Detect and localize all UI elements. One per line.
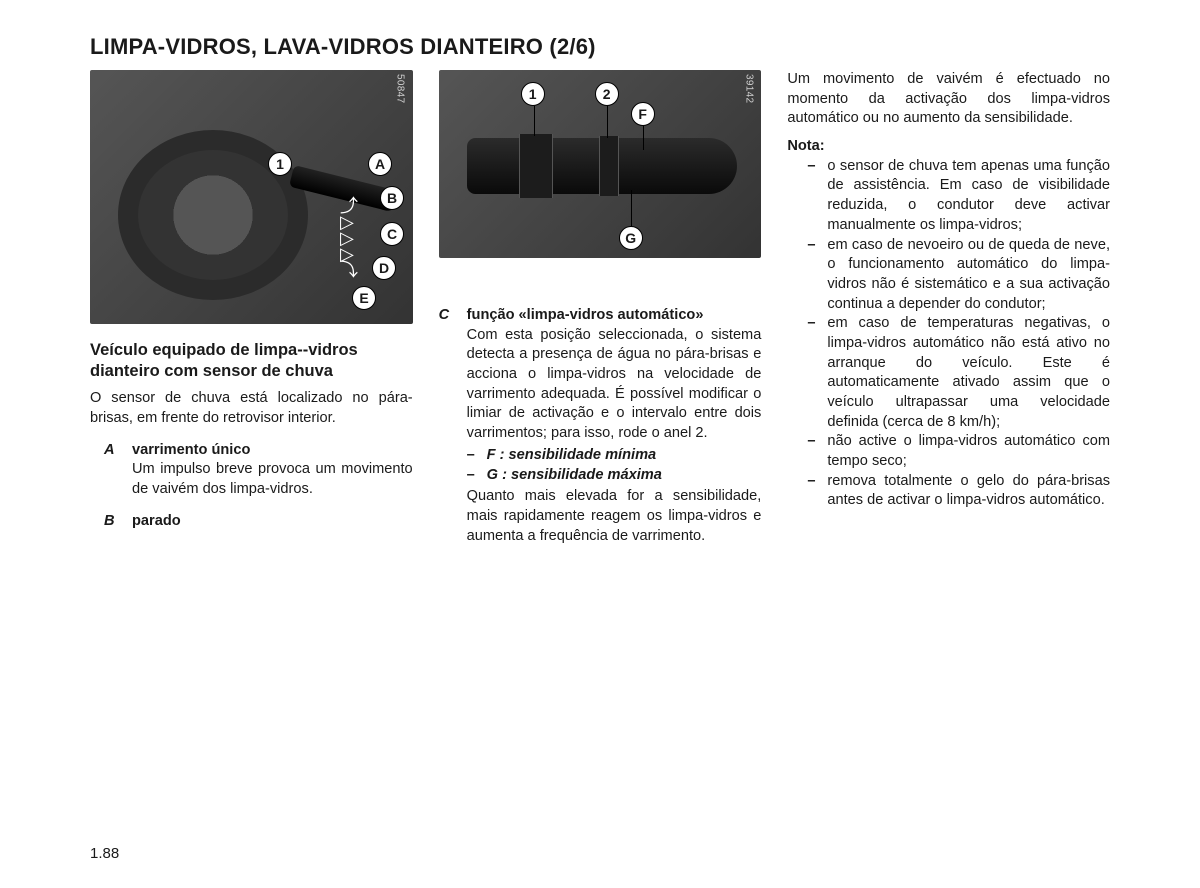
note-item: –não active o limpa-vidros automático co… — [807, 432, 1110, 471]
figure-number: 50847 — [393, 74, 407, 103]
page: LIMPA-VIDROS, LAVA-VIDROS DIANTEIRO (2/6… — [0, 0, 1200, 888]
lead-line — [631, 190, 633, 226]
callout-G: G — [619, 226, 643, 250]
item-C-letter: C — [439, 306, 457, 546]
page-number: 1.88 — [90, 828, 413, 864]
note-item: –remova totalmente o gelo do pára-brisas… — [807, 472, 1110, 511]
note-item: –o sensor de chuva tem apenas uma função… — [807, 157, 1110, 236]
col1-intro: O sensor de chuva está localizado no pár… — [90, 389, 413, 428]
callout-2: 2 — [595, 82, 619, 106]
lead-line — [607, 106, 609, 138]
item-A: A varrimento único Um impulso breve prov… — [90, 441, 413, 500]
figure-steering-wheel: 50847 ⤴▷▷▷⤵ 1 A B C D E — [90, 70, 413, 324]
stalk-arrows: ⤴▷▷▷⤵ — [340, 198, 358, 278]
item-C: C função «limpa-vidros automático» Com e… — [439, 306, 762, 546]
callout-C: C — [380, 222, 404, 246]
columns: 50847 ⤴▷▷▷⤵ 1 A B C D E Veículo equipado… — [90, 70, 1110, 864]
note-list: –o sensor de chuva tem apenas uma função… — [787, 157, 1110, 511]
item-C-tail: Quanto mais elevada for a sensibilidade,… — [467, 487, 762, 546]
item-B-head: parado — [132, 512, 413, 532]
callout-A: A — [368, 152, 392, 176]
item-A-head: varrimento único — [132, 441, 413, 461]
col3-intro: Um movimento de vaivém é efectuado no mo… — [787, 70, 1110, 129]
item-C-head: função «limpa-vidros automático» — [467, 306, 762, 326]
item-A-body: Um impulso breve provoca um movimento de… — [132, 460, 413, 499]
item-B: B parado — [90, 512, 413, 532]
note-label: Nota: — [787, 137, 1110, 157]
column-3: Um movimento de vaivém é efectuado no mo… — [787, 70, 1110, 864]
figure-stalk-closeup: 39142 1 2 F G — [439, 70, 762, 258]
item-F-text: F : sensibilidade mínima — [487, 447, 657, 463]
item-B-letter: B — [104, 512, 122, 532]
callout-1: 1 — [521, 82, 545, 106]
item-F: – F : sensibilidade mínima — [467, 446, 762, 466]
callout-F: F — [631, 102, 655, 126]
stalk-ring-1 — [519, 134, 553, 198]
lead-line — [534, 106, 536, 136]
col1-subhead: Veículo equipado de limpa--vidros diante… — [90, 340, 413, 381]
callout-D: D — [372, 256, 396, 280]
stalk-ring-2 — [599, 136, 619, 196]
item-G-text: G : sensibilidade máxima — [487, 467, 662, 483]
column-1: 50847 ⤴▷▷▷⤵ 1 A B C D E Veículo equipado… — [90, 70, 413, 864]
callout-B: B — [380, 186, 404, 210]
lead-line — [643, 126, 645, 150]
note-item: –em caso de nevoeiro ou de queda de neve… — [807, 236, 1110, 315]
callout-E: E — [352, 286, 376, 310]
figure-number: 39142 — [742, 74, 756, 103]
item-C-body: Com esta posição seleccionada, o sistema… — [467, 326, 762, 444]
note-item: –em caso de temperaturas negativas, o li… — [807, 314, 1110, 432]
page-title: LIMPA-VIDROS, LAVA-VIDROS DIANTEIRO (2/6… — [90, 34, 1110, 60]
item-A-letter: A — [104, 441, 122, 500]
item-G: – G : sensibilidade máxima — [467, 466, 762, 486]
callout-1: 1 — [268, 152, 292, 176]
column-2: 39142 1 2 F G C função «limpa-vidros aut… — [439, 70, 762, 864]
